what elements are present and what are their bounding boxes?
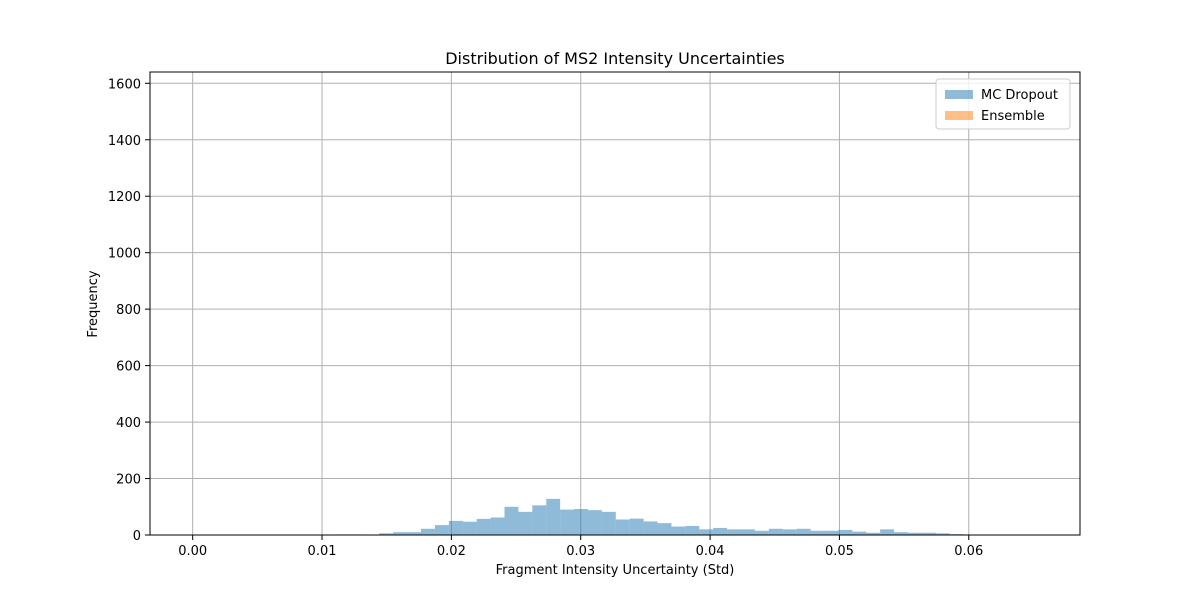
- y-tick-label: 1400: [108, 134, 141, 149]
- histogram-bar-mc-dropout: [601, 511, 616, 535]
- histogram-bar-mc-dropout: [894, 532, 908, 535]
- x-tick-label: 0.06: [954, 544, 983, 559]
- histogram-bar-mc-dropout: [587, 510, 602, 535]
- histogram-bar-mc-dropout: [532, 505, 547, 535]
- histogram-bar-mc-dropout: [671, 526, 686, 535]
- legend-entry-label: Ensemble: [981, 109, 1045, 124]
- histogram-bar-mc-dropout: [741, 529, 755, 535]
- histogram-bar-mc-dropout: [866, 532, 881, 535]
- x-tick-label: 0.02: [437, 544, 466, 559]
- histogram-bar-mc-dropout: [434, 525, 449, 535]
- histogram-bar-mc-dropout: [546, 498, 561, 535]
- y-tick-label: 400: [116, 416, 141, 431]
- histogram-bar-mc-dropout: [518, 511, 533, 535]
- histogram-bar-mc-dropout: [852, 531, 867, 535]
- histogram-bar-mc-dropout: [685, 525, 700, 535]
- legend-swatch: [945, 111, 973, 120]
- plot-frame: [149, 71, 1081, 536]
- histogram-bar-mc-dropout: [462, 521, 477, 535]
- y-axis-label: Frequency: [86, 270, 101, 337]
- histogram-bar-mc-dropout: [699, 529, 714, 535]
- histogram-bar-mc-dropout: [560, 509, 575, 535]
- histogram-bar-mc-dropout: [754, 530, 769, 535]
- y-tick-label: 0: [133, 529, 141, 544]
- y-tick-label: 800: [116, 303, 141, 318]
- axis-ticks: 0.00 0.01 0.02 0.03 0.04 0.05 0.06 0 200 400 600 80…: [108, 77, 983, 559]
- histogram-bar-mc-dropout: [768, 528, 783, 535]
- histogram-bar-mc-dropout: [657, 523, 672, 535]
- x-tick-label: 0.03: [566, 544, 595, 559]
- histogram-bar-mc-dropout: [504, 506, 519, 535]
- y-tick-label: 1600: [108, 77, 141, 92]
- histogram-bar-mc-dropout: [476, 518, 491, 535]
- x-tick-label: 0.01: [308, 544, 337, 559]
- histogram-bar-mc-dropout: [490, 517, 505, 535]
- histogram-bar-mc-dropout: [727, 529, 742, 535]
- histogram-bar-mc-dropout: [407, 532, 422, 535]
- histogram-bar-mc-dropout: [615, 519, 630, 535]
- legend-entry-label: MC Dropout: [981, 88, 1058, 103]
- histogram-bar-mc-dropout: [379, 533, 394, 535]
- histogram-bar-mc-dropout: [643, 521, 658, 535]
- legend-swatch: [945, 90, 973, 99]
- histogram-bar-mc-dropout: [935, 533, 950, 535]
- chart-title: Distribution of MS2 Intensity Uncertaint…: [445, 49, 785, 68]
- y-tick-label: 1000: [108, 247, 141, 262]
- histogram-bar-mc-dropout: [796, 528, 811, 535]
- histogram-bar-mc-dropout: [421, 528, 435, 535]
- histogram-bar-mc-dropout: [629, 518, 644, 535]
- x-tick-label: 0.00: [178, 544, 207, 559]
- y-tick-label: 600: [116, 360, 141, 375]
- histogram-bar-mc-dropout: [907, 532, 922, 535]
- histogram-bar-mc-dropout: [810, 530, 825, 535]
- histogram-bars: [337, 498, 964, 535]
- grid-lines: [150, 72, 1080, 536]
- histogram-bar-mc-dropout: [574, 509, 588, 535]
- histogram-bar-mc-dropout: [713, 527, 728, 535]
- y-tick-label: 1200: [108, 190, 141, 205]
- histogram-bar-mc-dropout: [838, 529, 853, 535]
- x-tick-label: 0.05: [825, 544, 854, 559]
- histogram-bar-mc-dropout: [824, 530, 839, 535]
- histogram-bar-mc-dropout: [782, 529, 797, 535]
- x-axis-label: Fragment Intensity Uncertainty (Std): [496, 563, 735, 578]
- histogram-bar-mc-dropout: [448, 520, 463, 535]
- histogram-bar-mc-dropout: [393, 532, 408, 535]
- histogram-bar-mc-dropout: [880, 529, 895, 535]
- histogram-bar-mc-dropout: [921, 532, 936, 535]
- legend: MC Dropout Ensemble: [935, 78, 1071, 130]
- y-tick-label: 200: [116, 473, 141, 488]
- x-tick-label: 0.04: [696, 544, 725, 559]
